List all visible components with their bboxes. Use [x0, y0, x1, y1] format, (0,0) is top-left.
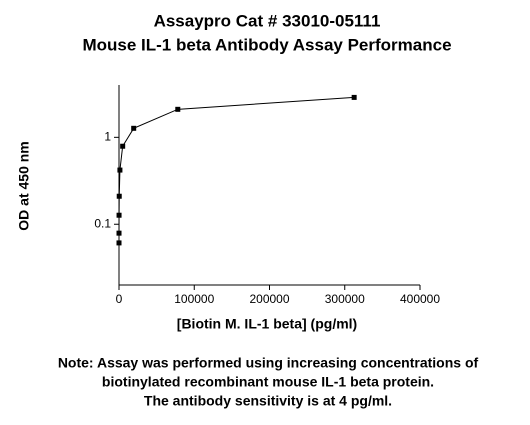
- x-tick-label: 400000: [400, 292, 440, 306]
- y-tick-label: 0.1: [94, 216, 111, 230]
- data-line: [118, 96, 355, 243]
- data-point: [117, 167, 123, 173]
- x-tick-label: 300000: [325, 292, 365, 306]
- data-point: [116, 230, 122, 236]
- data-point: [120, 143, 126, 149]
- y-axis-title: OD at 450 nm: [16, 141, 32, 230]
- data-point: [175, 106, 181, 112]
- note-line: biotinylated recombinant mouse IL-1 beta…: [102, 374, 434, 390]
- x-tick-label: 0: [116, 292, 123, 306]
- chart-subtitle: Mouse IL-1 beta Antibody Assay Performan…: [82, 35, 451, 54]
- y-tick-label: 1: [104, 130, 111, 144]
- chart-title: Assaypro Cat # 33010-05111: [154, 11, 381, 30]
- x-tick-label: 200000: [249, 292, 289, 306]
- note-line: Note: Assay was performed using increasi…: [58, 355, 479, 371]
- data-point: [116, 212, 122, 218]
- note-line: The antibody sensitivity is at 4 pg/ml.: [144, 393, 392, 409]
- x-tick-label: 100000: [174, 292, 214, 306]
- data-point: [131, 125, 137, 131]
- data-point: [116, 240, 122, 246]
- data-point: [351, 94, 357, 100]
- x-axis-title: [Biotin M. IL-1 beta] (pg/ml): [177, 316, 357, 332]
- data-point: [116, 193, 122, 199]
